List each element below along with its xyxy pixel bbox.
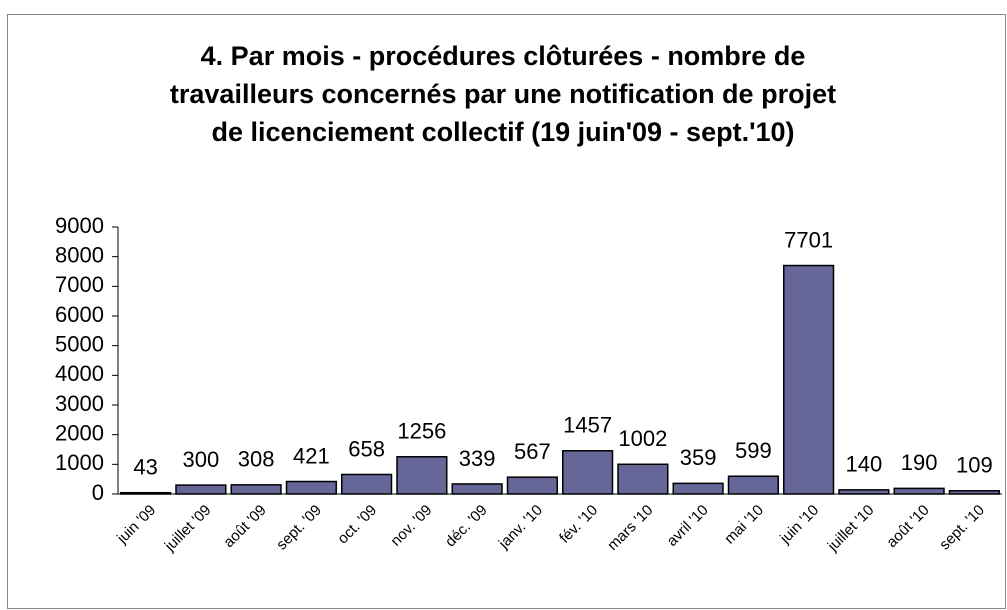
y-tick-label: 8000: [55, 242, 104, 267]
data-label: 7701: [784, 227, 833, 252]
bar: [451, 483, 503, 495]
bar: [341, 473, 393, 495]
bar: [230, 484, 282, 495]
data-label: 339: [459, 446, 496, 471]
bar: [727, 475, 779, 495]
data-label: 190: [901, 450, 938, 475]
y-tick-label: 7000: [55, 272, 104, 297]
y-tick-label: 0: [92, 480, 104, 505]
data-label: 658: [348, 436, 385, 461]
chart-title: 4. Par mois - procédures clôturées - nom…: [201, 41, 806, 71]
bar: [285, 480, 337, 495]
bar: [617, 463, 669, 495]
bar: [893, 487, 945, 495]
y-tick-label: 5000: [55, 331, 104, 356]
y-tick-label: 2000: [55, 420, 104, 445]
chart-title: de licenciement collectif (19 juin'09 - …: [211, 117, 794, 147]
data-label: 308: [238, 447, 275, 472]
data-label: 140: [846, 452, 883, 477]
y-tick-label: 1000: [55, 450, 104, 475]
data-label: 567: [514, 439, 551, 464]
chart-border: [7, 14, 1006, 609]
data-label: 300: [183, 447, 220, 472]
bar: [672, 482, 724, 495]
bar: [396, 455, 448, 495]
data-label: 1457: [563, 413, 612, 438]
data-label: 43: [133, 455, 157, 480]
y-tick-label: 4000: [55, 361, 104, 386]
y-tick-label: 6000: [55, 302, 104, 327]
bar: [838, 489, 890, 495]
y-tick-label: 3000: [55, 391, 104, 416]
data-label: 359: [680, 445, 717, 470]
bar: [506, 476, 558, 495]
data-label: 1002: [618, 426, 667, 451]
bar: [562, 450, 614, 495]
chart-title: travailleurs concernés par une notificat…: [170, 79, 836, 109]
data-label: 109: [956, 453, 993, 478]
bar: [783, 264, 835, 495]
data-label: 421: [293, 443, 330, 468]
y-tick-label: 9000: [55, 213, 104, 238]
bar: [175, 484, 227, 495]
data-label: 1256: [397, 419, 446, 444]
data-label: 599: [735, 438, 772, 463]
